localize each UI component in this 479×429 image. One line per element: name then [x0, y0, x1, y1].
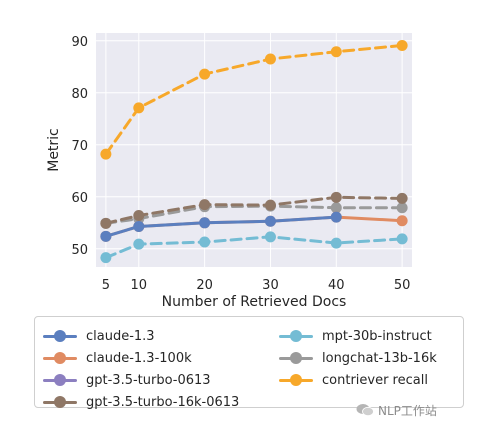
y-tick-label: 60 [71, 191, 88, 206]
data-point [199, 68, 211, 80]
legend-label: claude-1.3-100k [86, 350, 192, 366]
legend-swatch [43, 329, 77, 343]
legend-swatch [279, 329, 313, 343]
data-point [396, 202, 408, 214]
legend-item-claude-1-3-100k: claude-1.3-100k [43, 349, 192, 367]
legend-item-mpt-30b-instruct: mpt-30b-instruct [279, 327, 432, 345]
legend-item-gpt-3-5-turbo-16k-0613: gpt-3.5-turbo-16k-0613 [43, 393, 239, 411]
data-point [264, 199, 276, 211]
data-point [396, 215, 408, 227]
data-point [133, 210, 145, 222]
y-axis-label: Metric [46, 128, 62, 172]
x-tick-label: 5 [102, 278, 110, 293]
data-point [396, 39, 408, 51]
data-point [264, 53, 276, 65]
data-point [100, 230, 112, 242]
legend-label: contriever recall [322, 372, 428, 388]
data-point [100, 148, 112, 160]
data-point [199, 217, 211, 229]
legend-swatch [279, 351, 313, 365]
data-point [133, 238, 145, 250]
legend-label: mpt-30b-instruct [322, 328, 432, 344]
legend-item-claude-1-3: claude-1.3 [43, 327, 155, 345]
legend-item-longchat-13b-16k: longchat-13b-16k [279, 349, 437, 367]
x-tick-label: 20 [196, 278, 213, 293]
legend-label: longchat-13b-16k [322, 350, 437, 366]
x-tick-label: 30 [262, 278, 279, 293]
legend-swatch [43, 373, 77, 387]
data-point [330, 237, 342, 249]
data-point [133, 220, 145, 232]
data-point [330, 211, 342, 223]
y-tick-label: 70 [71, 139, 88, 154]
data-point [133, 102, 145, 114]
series-line [104, 195, 404, 225]
watermark: NLP工作站 [356, 400, 437, 420]
y-tick-label: 90 [71, 35, 88, 50]
data-point [100, 217, 112, 229]
legend-swatch [43, 395, 77, 409]
series-line [104, 235, 404, 260]
legend: claude-1.3 claude-1.3-100k gpt-3.5-turbo… [34, 316, 464, 411]
wechat-icon [356, 404, 374, 417]
data-point [100, 252, 112, 264]
series-gpt-3-5-turbo-16k-0613 [100, 191, 408, 229]
legend-label: claude-1.3 [86, 328, 155, 344]
legend-swatch [279, 373, 313, 387]
data-point [199, 199, 211, 211]
watermark-text: NLP工作站 [378, 403, 437, 418]
data-point [199, 236, 211, 248]
legend-item-contriever-recall: contriever recall [279, 371, 428, 389]
data-point [396, 233, 408, 245]
data-point [264, 215, 276, 227]
data-point [330, 191, 342, 203]
data-point [264, 231, 276, 243]
series-line [104, 43, 404, 156]
plot-area [96, 33, 412, 267]
data-point [396, 192, 408, 204]
x-axis-label: Number of Retrieved Docs [162, 294, 347, 310]
x-tick-labels: 5 10 20 30 40 50 [102, 278, 411, 293]
x-tick-label: 40 [328, 278, 345, 293]
data-point [330, 202, 342, 214]
line-chart: 5 10 20 30 40 50 50 60 70 80 90 Number of Retriev… [46, 33, 412, 310]
x-tick-label: 10 [131, 278, 148, 293]
legend-label: gpt-3.5-turbo-16k-0613 [86, 394, 240, 410]
y-tick-label: 80 [71, 87, 88, 102]
series-mpt-30b-instruct [100, 231, 408, 264]
y-tick-labels: 50 60 70 80 90 [71, 35, 88, 258]
data-point [330, 46, 342, 58]
x-tick-label: 50 [394, 278, 411, 293]
series-claude-1-3 [100, 211, 342, 242]
y-tick-label: 50 [71, 243, 88, 258]
legend-label: gpt-3.5-turbo-0613 [86, 372, 211, 388]
series-group [100, 39, 408, 264]
legend-item-gpt-3-5-turbo-0613: gpt-3.5-turbo-0613 [43, 371, 211, 389]
series-contriever-recall [100, 39, 408, 160]
series-line [104, 204, 404, 225]
legend-swatch [43, 351, 77, 365]
